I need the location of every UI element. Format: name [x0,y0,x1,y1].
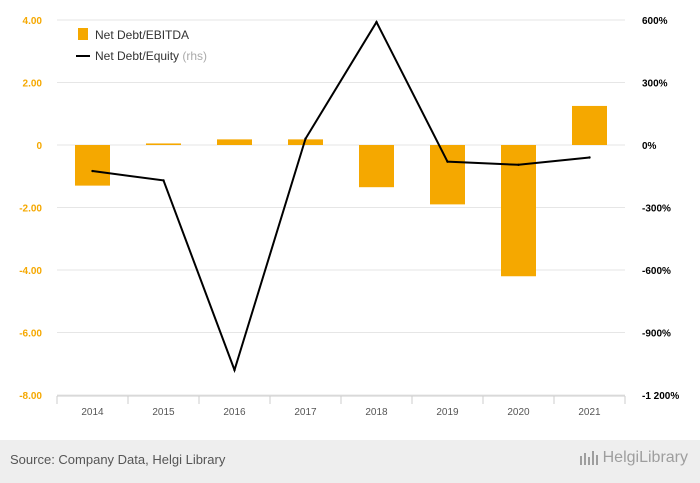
line-point [91,169,94,173]
x-tick-label: 2016 [223,407,246,418]
right-tick-label: 600% [642,16,668,27]
right-tick-label: -300% [642,204,671,215]
x-tick-label: 2017 [294,407,317,418]
legend-swatch-bar [78,28,88,40]
left-tick-label: 0 [36,141,42,152]
legend-label-equity: Net Debt/Equity (rhs) [95,49,207,63]
bar [430,145,465,205]
combo-chart: 2014 2015 2016 2017 2018 2019 2020 2021 4.00 2.0… [19,16,679,418]
left-axis: 4.00 2.00 0 -2.00 -4.00 -6.00 -8.00 [19,16,42,402]
bar-series [75,105,607,277]
x-tick-label: 2019 [436,407,459,418]
line-point [162,179,165,182]
line-point [304,137,307,140]
right-tick-label: 300% [642,79,668,90]
right-tick-label: -600% [642,266,671,277]
line-point [588,156,591,159]
x-axis: 2014 2015 2016 2017 2018 2019 2020 2021 [56,395,626,418]
right-tick-label: -1 200% [642,391,679,402]
line-point [375,20,378,24]
right-tick-label: -900% [642,329,671,340]
x-tick-label: 2014 [81,407,104,418]
bar [75,145,110,186]
x-tick-label: 2021 [578,407,601,418]
gridlines [57,19,625,396]
bar [146,143,181,145]
left-tick-label: -2.00 [19,204,42,215]
line-point [517,163,520,166]
footer-bar [0,440,700,483]
bar [217,139,252,145]
bar [501,145,536,277]
bar [359,145,394,188]
bar [288,139,323,145]
left-tick-label: 4.00 [23,16,43,27]
line-point [233,368,236,372]
source-note: Source: Company Data, Helgi Library [10,452,226,467]
brand-logo: HelgiLibrary [579,449,688,467]
x-tick-label: 2015 [152,407,175,418]
legend-rhs-note: (rhs) [182,49,207,63]
legend: Net Debt/EBITDA Net Debt/Equity (rhs) [76,28,207,63]
brand-name: HelgiLibrary [602,449,688,466]
line-point [446,160,449,163]
left-tick-label: 2.00 [23,79,43,90]
right-axis: 600% 300% 0% -300% -600% -900% -1 200% [642,16,679,402]
equity-line [92,20,590,374]
x-tick-label: 2018 [365,407,388,418]
left-tick-label: -6.00 [19,329,42,340]
line-series [91,20,591,374]
left-tick-label: -4.00 [19,266,42,277]
right-tick-label: 0% [642,141,657,152]
bar [572,105,607,145]
legend-label-ebitda: Net Debt/EBITDA [95,28,189,42]
left-tick-label: -8.00 [19,391,42,402]
x-tick-label: 2020 [507,407,530,418]
helgi-logo-icon [579,451,598,465]
